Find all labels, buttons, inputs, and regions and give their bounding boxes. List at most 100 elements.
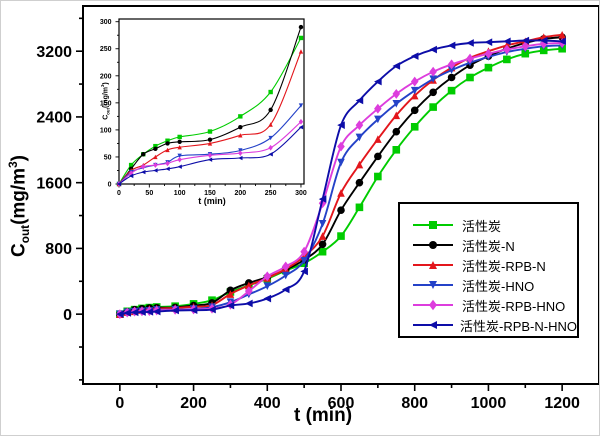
triangle-down-marker: [410, 86, 419, 95]
inset-series-markers-5: [116, 124, 304, 187]
main-plot-y-tick-label: 0: [63, 307, 72, 324]
triangle-left-marker: [141, 169, 146, 175]
circle-marker: [447, 73, 456, 82]
circle-marker: [318, 240, 327, 249]
circle-marker: [410, 106, 419, 115]
inset-plot-frame: [118, 18, 305, 185]
triangle-left-marker: [374, 77, 382, 86]
main-y-axis-title: Cout(mg/m3): [7, 155, 33, 257]
triangle-down-marker: [300, 256, 308, 265]
square-marker: [521, 49, 530, 58]
circle-marker: [298, 24, 304, 30]
triangle-left-marker: [503, 37, 511, 46]
triangle-left-marker: [226, 301, 235, 310]
diamond-marker: [281, 261, 290, 272]
circle-marker: [141, 152, 146, 157]
square-marker: [128, 162, 134, 168]
diamond-marker: [207, 152, 213, 159]
triangle-left-marker: [245, 299, 253, 308]
inset-plot-x-tick-label: 200: [234, 190, 246, 197]
triangle-down-marker: [318, 219, 327, 228]
legend-item-2: 活性炭-RPB-N: [411, 255, 577, 275]
triangle-up-marker: [337, 189, 345, 197]
triangle-left-marker: [281, 285, 290, 294]
triangle-up-marker: [429, 261, 437, 269]
square-marker: [392, 146, 401, 154]
triangle-left-marker: [123, 309, 132, 317]
triangle-left-marker: [300, 267, 308, 276]
circle-marker: [165, 141, 170, 146]
triangle-left-marker: [130, 308, 139, 317]
diamond-marker: [484, 48, 493, 59]
triangle-left-marker: [116, 310, 124, 318]
circle-marker: [429, 241, 437, 249]
square-marker: [165, 138, 170, 143]
legend-label: 活性炭-RPB-N-HNO: [460, 318, 577, 334]
square-marker: [207, 129, 213, 134]
diamond-marker: [300, 246, 308, 257]
triangle-up-marker: [245, 281, 253, 290]
diamond-marker: [141, 163, 146, 170]
diamond-marker: [410, 76, 419, 87]
triangle-up-marker: [165, 147, 170, 153]
diamond-marker: [429, 299, 437, 311]
main-plot-x-tick-label: 200: [180, 395, 207, 412]
square-marker: [238, 114, 243, 119]
legend-swatch: [413, 281, 453, 289]
triangle-left-marker: [128, 173, 134, 179]
legend-item-5: 活性炭-RPB-N-HNO: [411, 315, 577, 335]
triangle-left-marker: [466, 39, 474, 47]
triangle-up-marker: [392, 111, 401, 120]
square-marker: [337, 232, 345, 240]
triangle-left-marker: [116, 181, 122, 187]
triangle-left-marker: [337, 121, 345, 129]
diamond-marker: [429, 66, 437, 77]
triangle-up-marker: [177, 145, 182, 150]
legend-label: 活性炭-N: [462, 238, 515, 254]
circle-marker: [337, 206, 345, 215]
inset-plot-x-tick-label: 100: [174, 190, 186, 197]
diamond-marker: [165, 160, 170, 167]
diamond-marker: [447, 59, 456, 70]
triangle-down-marker: [447, 66, 456, 74]
diamond-marker: [392, 88, 401, 99]
circle-marker: [207, 137, 213, 142]
triangle-down-marker: [298, 103, 304, 108]
inset-series-curve-2: [118, 51, 302, 185]
triangle-down-marker: [281, 271, 290, 280]
inset-plot-y-tick-label: 200: [100, 73, 112, 80]
triangle-up-marker: [410, 91, 419, 100]
triangle-left-marker: [177, 164, 182, 169]
diamond-marker: [263, 271, 272, 282]
triangle-down-marker: [429, 75, 437, 83]
triangle-left-marker: [207, 157, 213, 162]
triangle-up-marker: [153, 154, 158, 160]
main-plot-x-tick-label: 800: [401, 395, 428, 412]
square-marker: [466, 73, 474, 82]
triangle-left-marker: [355, 96, 364, 105]
diamond-marker: [374, 103, 382, 114]
triangle-left-marker: [153, 168, 158, 173]
triangle-left-marker: [189, 306, 198, 315]
legend-swatch: [413, 221, 453, 229]
triangle-down-marker: [177, 153, 182, 159]
triangle-down-marker: [392, 99, 401, 108]
triangle-up-marker: [558, 30, 566, 39]
triangle-up-marker: [268, 122, 273, 127]
triangle-up-marker: [298, 49, 304, 54]
triangle-left-marker: [429, 45, 437, 54]
diamond-marker: [521, 41, 530, 52]
main-plot-y-tick-label: 3200: [36, 44, 72, 61]
inset-plot-x-tick-label: 150: [204, 190, 216, 197]
inset-plot-y-tick-label: 150: [100, 100, 112, 107]
diamond-marker: [268, 144, 273, 151]
main-plot-y-tick-label: 2400: [36, 110, 72, 127]
main-series-markers-5: [116, 36, 566, 318]
legend-label: 活性炭: [462, 218, 502, 234]
inset-plot-y-tick-label: 100: [100, 127, 112, 134]
inset-plot-y-tick-label: 0: [108, 181, 112, 188]
legend-label: 活性炭-HNO: [462, 278, 535, 294]
triangle-down-marker: [374, 115, 382, 124]
inset-y-axis-title: Cout(mg/m3): [99, 82, 111, 120]
inset-plot: 0 50 100 150 200 250 300 0 50 100 150 200 250 300: [100, 18, 307, 197]
